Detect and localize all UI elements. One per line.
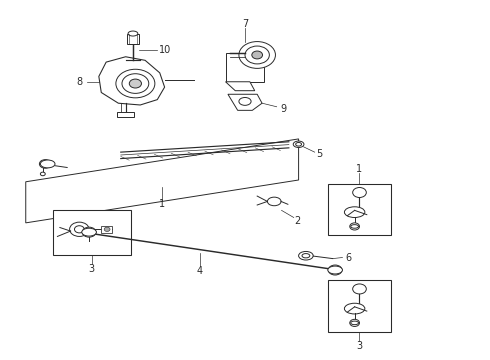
Circle shape <box>40 172 45 176</box>
Text: 8: 8 <box>76 77 82 87</box>
Circle shape <box>350 319 360 327</box>
Text: 2: 2 <box>294 216 301 226</box>
Circle shape <box>104 227 110 231</box>
Polygon shape <box>225 82 255 91</box>
Ellipse shape <box>239 98 251 105</box>
Ellipse shape <box>40 160 55 168</box>
Text: 5: 5 <box>317 149 323 159</box>
Ellipse shape <box>293 141 304 148</box>
Ellipse shape <box>344 303 365 314</box>
Bar <box>52 210 130 255</box>
Ellipse shape <box>268 197 281 206</box>
Polygon shape <box>228 94 262 111</box>
Text: 1: 1 <box>159 199 165 209</box>
Bar <box>328 184 391 235</box>
Circle shape <box>353 284 367 294</box>
Bar <box>117 112 134 117</box>
Ellipse shape <box>344 207 365 217</box>
Ellipse shape <box>129 79 142 88</box>
Ellipse shape <box>122 74 149 93</box>
Text: 4: 4 <box>197 266 203 276</box>
Ellipse shape <box>239 41 275 68</box>
Text: 6: 6 <box>346 252 352 262</box>
Bar <box>127 33 139 44</box>
Circle shape <box>39 159 51 168</box>
Text: 10: 10 <box>158 45 171 55</box>
Text: 3: 3 <box>89 264 95 274</box>
Ellipse shape <box>298 251 313 260</box>
Ellipse shape <box>252 51 263 59</box>
Bar <box>225 53 265 82</box>
Bar <box>328 280 391 332</box>
Text: 9: 9 <box>280 104 286 113</box>
Circle shape <box>70 222 89 237</box>
Polygon shape <box>99 57 165 105</box>
Ellipse shape <box>295 143 301 146</box>
Ellipse shape <box>82 228 97 236</box>
Circle shape <box>74 226 84 233</box>
Ellipse shape <box>328 266 343 274</box>
Circle shape <box>350 223 360 230</box>
Text: 7: 7 <box>242 19 248 29</box>
Polygon shape <box>26 139 298 223</box>
Ellipse shape <box>351 225 359 228</box>
Circle shape <box>328 265 342 275</box>
Ellipse shape <box>116 69 155 98</box>
Ellipse shape <box>302 253 310 258</box>
Bar <box>101 226 112 233</box>
Ellipse shape <box>351 321 359 325</box>
Text: 1: 1 <box>356 163 363 174</box>
Text: 3: 3 <box>356 341 363 351</box>
Circle shape <box>353 188 367 198</box>
Circle shape <box>82 227 96 237</box>
Ellipse shape <box>245 46 270 64</box>
Ellipse shape <box>128 31 138 36</box>
